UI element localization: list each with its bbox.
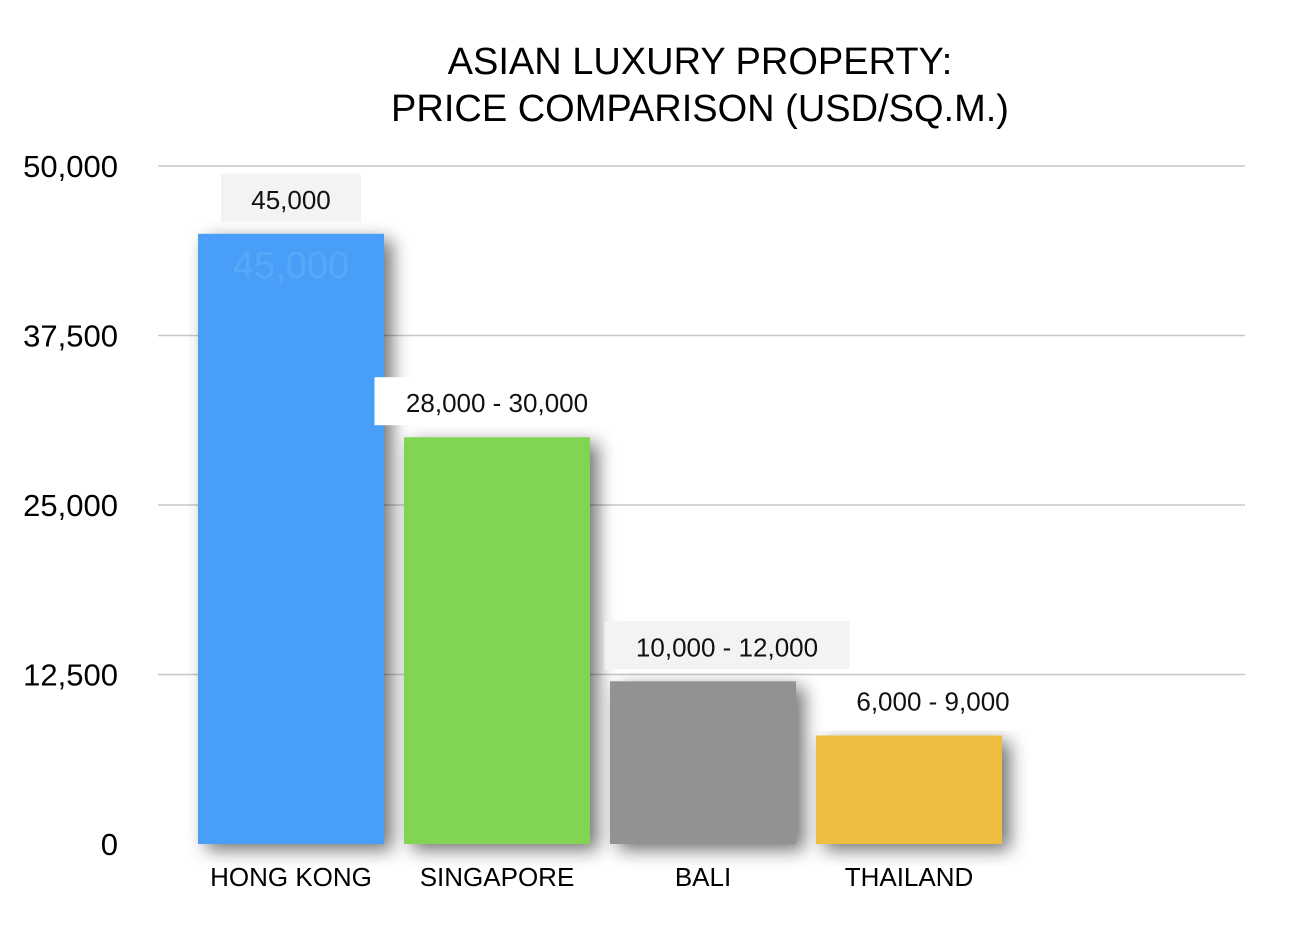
data-label: 45,000 (251, 185, 331, 215)
data-label-box (604, 621, 850, 670)
data-label: 28,000 - 30,000 (406, 388, 588, 418)
y-tick-label: 50,000 (23, 149, 118, 184)
y-tick-label: 0 (101, 827, 118, 862)
data-label: 10,000 - 12,000 (636, 632, 818, 662)
data-label-box (221, 173, 361, 222)
x-tick-label: BALI (675, 862, 731, 892)
bar (198, 233, 384, 845)
data-label: 6,000 - 9,000 (856, 687, 1009, 717)
y-tick-label: 25,000 (23, 488, 118, 523)
x-tick-label: THAILAND (845, 862, 974, 892)
y-tick-label: 37,500 (23, 319, 118, 354)
bar (404, 437, 590, 844)
chart-subtitle: PRICE COMPARISON (USD/SQ.M.) (391, 88, 1009, 130)
y-tick-label: 12,500 (23, 658, 118, 693)
data-label-box (825, 675, 1041, 724)
bar (610, 681, 796, 844)
x-tick-label: HONG KONG (210, 862, 372, 892)
data-label-box (374, 377, 620, 426)
bars (198, 233, 1002, 845)
bar-inner-label: 45,000 (233, 245, 349, 287)
chart-title: ASIAN LUXURY PROPERTY: (448, 41, 953, 83)
x-axis: HONG KONG SINGAPORE BALI THAILAND (210, 862, 973, 892)
y-axis: 0 12,500 25,000 37,500 50,000 (23, 149, 118, 862)
x-tick-label: SINGAPORE (420, 862, 575, 892)
data-labels: 45,000 45,000 28,000 - 30,000 10,000 - 12,0… (221, 173, 1041, 724)
bar (816, 735, 1002, 844)
